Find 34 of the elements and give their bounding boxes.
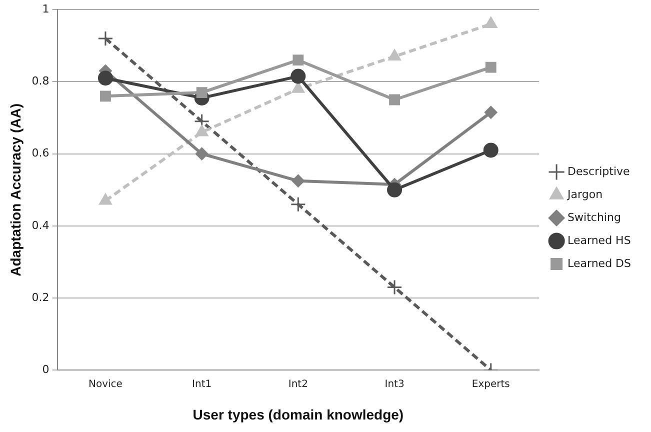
point [98, 70, 113, 86]
y-tick-label: 0.6 [32, 146, 50, 160]
legend-label: Switching [568, 210, 621, 224]
y-tick-label: 0 [42, 363, 50, 376]
legend-label: Descriptive [568, 164, 630, 178]
x-tick-label: Int2 [288, 378, 308, 390]
point [196, 87, 208, 98]
point [195, 147, 208, 160]
point [386, 280, 402, 296]
x-tick-label: Int3 [384, 378, 404, 390]
x-tick-label: Experts [472, 378, 510, 390]
x-tick-label: Novice [88, 378, 122, 390]
point [483, 142, 498, 158]
y-axis-title: Adaptation Accuracy (AA) [7, 103, 24, 276]
y-tick-label: 1 [42, 2, 50, 16]
point [290, 196, 306, 212]
point [485, 62, 496, 73]
point [387, 182, 402, 198]
y-tick-label: 0.8 [32, 74, 50, 88]
legend-label: Learned DS [568, 256, 632, 270]
point [389, 94, 400, 106]
legend-label: Jargon [566, 188, 603, 201]
x-tick-label: Int1 [192, 378, 212, 390]
y-tick-label: 0.2 [32, 290, 50, 304]
point [100, 90, 111, 102]
point [98, 30, 114, 46]
y-tick-label: 0.4 [32, 218, 50, 232]
point [290, 68, 306, 84]
point [292, 54, 304, 66]
point [484, 16, 498, 28]
point [484, 106, 498, 119]
point [292, 174, 305, 188]
legend-label: Learned HS [568, 234, 631, 247]
x-axis-title: User types (domain knowledge) [192, 406, 404, 422]
